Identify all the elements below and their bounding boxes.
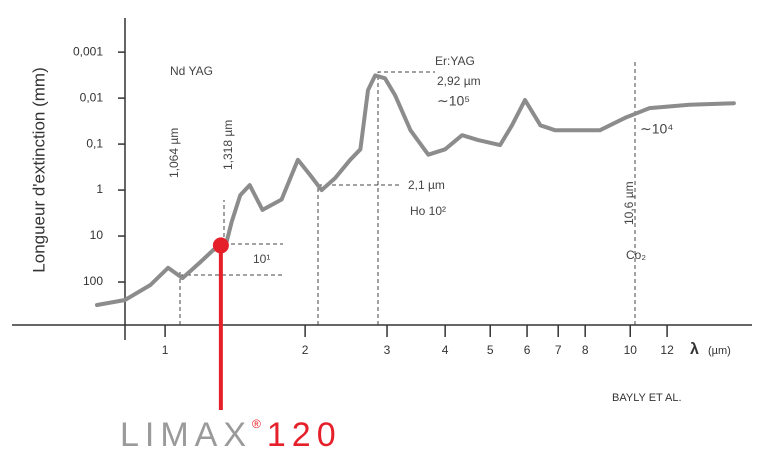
y-tick-label: 0,01 [80, 90, 104, 104]
y-tick-label: 0,001 [73, 44, 103, 58]
annotation: 2,92 µm [437, 74, 481, 88]
annotation: 10¹ [253, 252, 270, 266]
dash [377, 71, 435, 325]
x-tick-label: 4 [442, 343, 449, 357]
y-tick-label: 100 [83, 274, 103, 288]
x-tick-label: 7 [555, 343, 562, 357]
annotation: Co₂ [626, 248, 646, 262]
annotation: Er:YAG [435, 54, 475, 68]
logo-registered: ® [252, 417, 267, 431]
highlight-point [212, 237, 229, 254]
annotation: 1,064 µm [167, 128, 181, 178]
x-axis-label: λ [690, 341, 699, 358]
source: BAYLY ET AL. [612, 392, 682, 404]
x-tick-label: 5 [487, 343, 494, 357]
y-axis-label: Longueur d'extinction (mm) [29, 67, 48, 272]
y-tick-label: 1 [96, 182, 103, 196]
x-tick-label: 1 [162, 343, 169, 357]
logo-brand: LIMAX [120, 416, 252, 452]
annotation: 1,318 µm [221, 120, 235, 170]
annotation: 2,1 µm [408, 178, 445, 192]
x-tick-label: 6 [524, 343, 531, 357]
annotation: 10,6 µm [622, 181, 636, 225]
annotation: Ho 10² [410, 204, 446, 218]
annotation: ∼10⁴ [640, 121, 673, 137]
annotation: ∼10⁵ [437, 93, 470, 109]
logo: LIMAX®120 [120, 416, 342, 452]
annotation: Nd YAG [170, 64, 213, 78]
logo-model: 120 [267, 416, 342, 452]
x-tick-label: 3 [384, 343, 391, 357]
x-tick-label: 10 [624, 343, 638, 357]
x-tick-label: 2 [302, 343, 309, 357]
x-tick-label: 8 [582, 343, 589, 357]
x-tick-label: 12 [660, 343, 674, 357]
y-tick-label: 0,1 [86, 136, 103, 150]
y-tick-label: 10 [90, 228, 104, 242]
x-axis-unit: (µm) [708, 345, 731, 357]
